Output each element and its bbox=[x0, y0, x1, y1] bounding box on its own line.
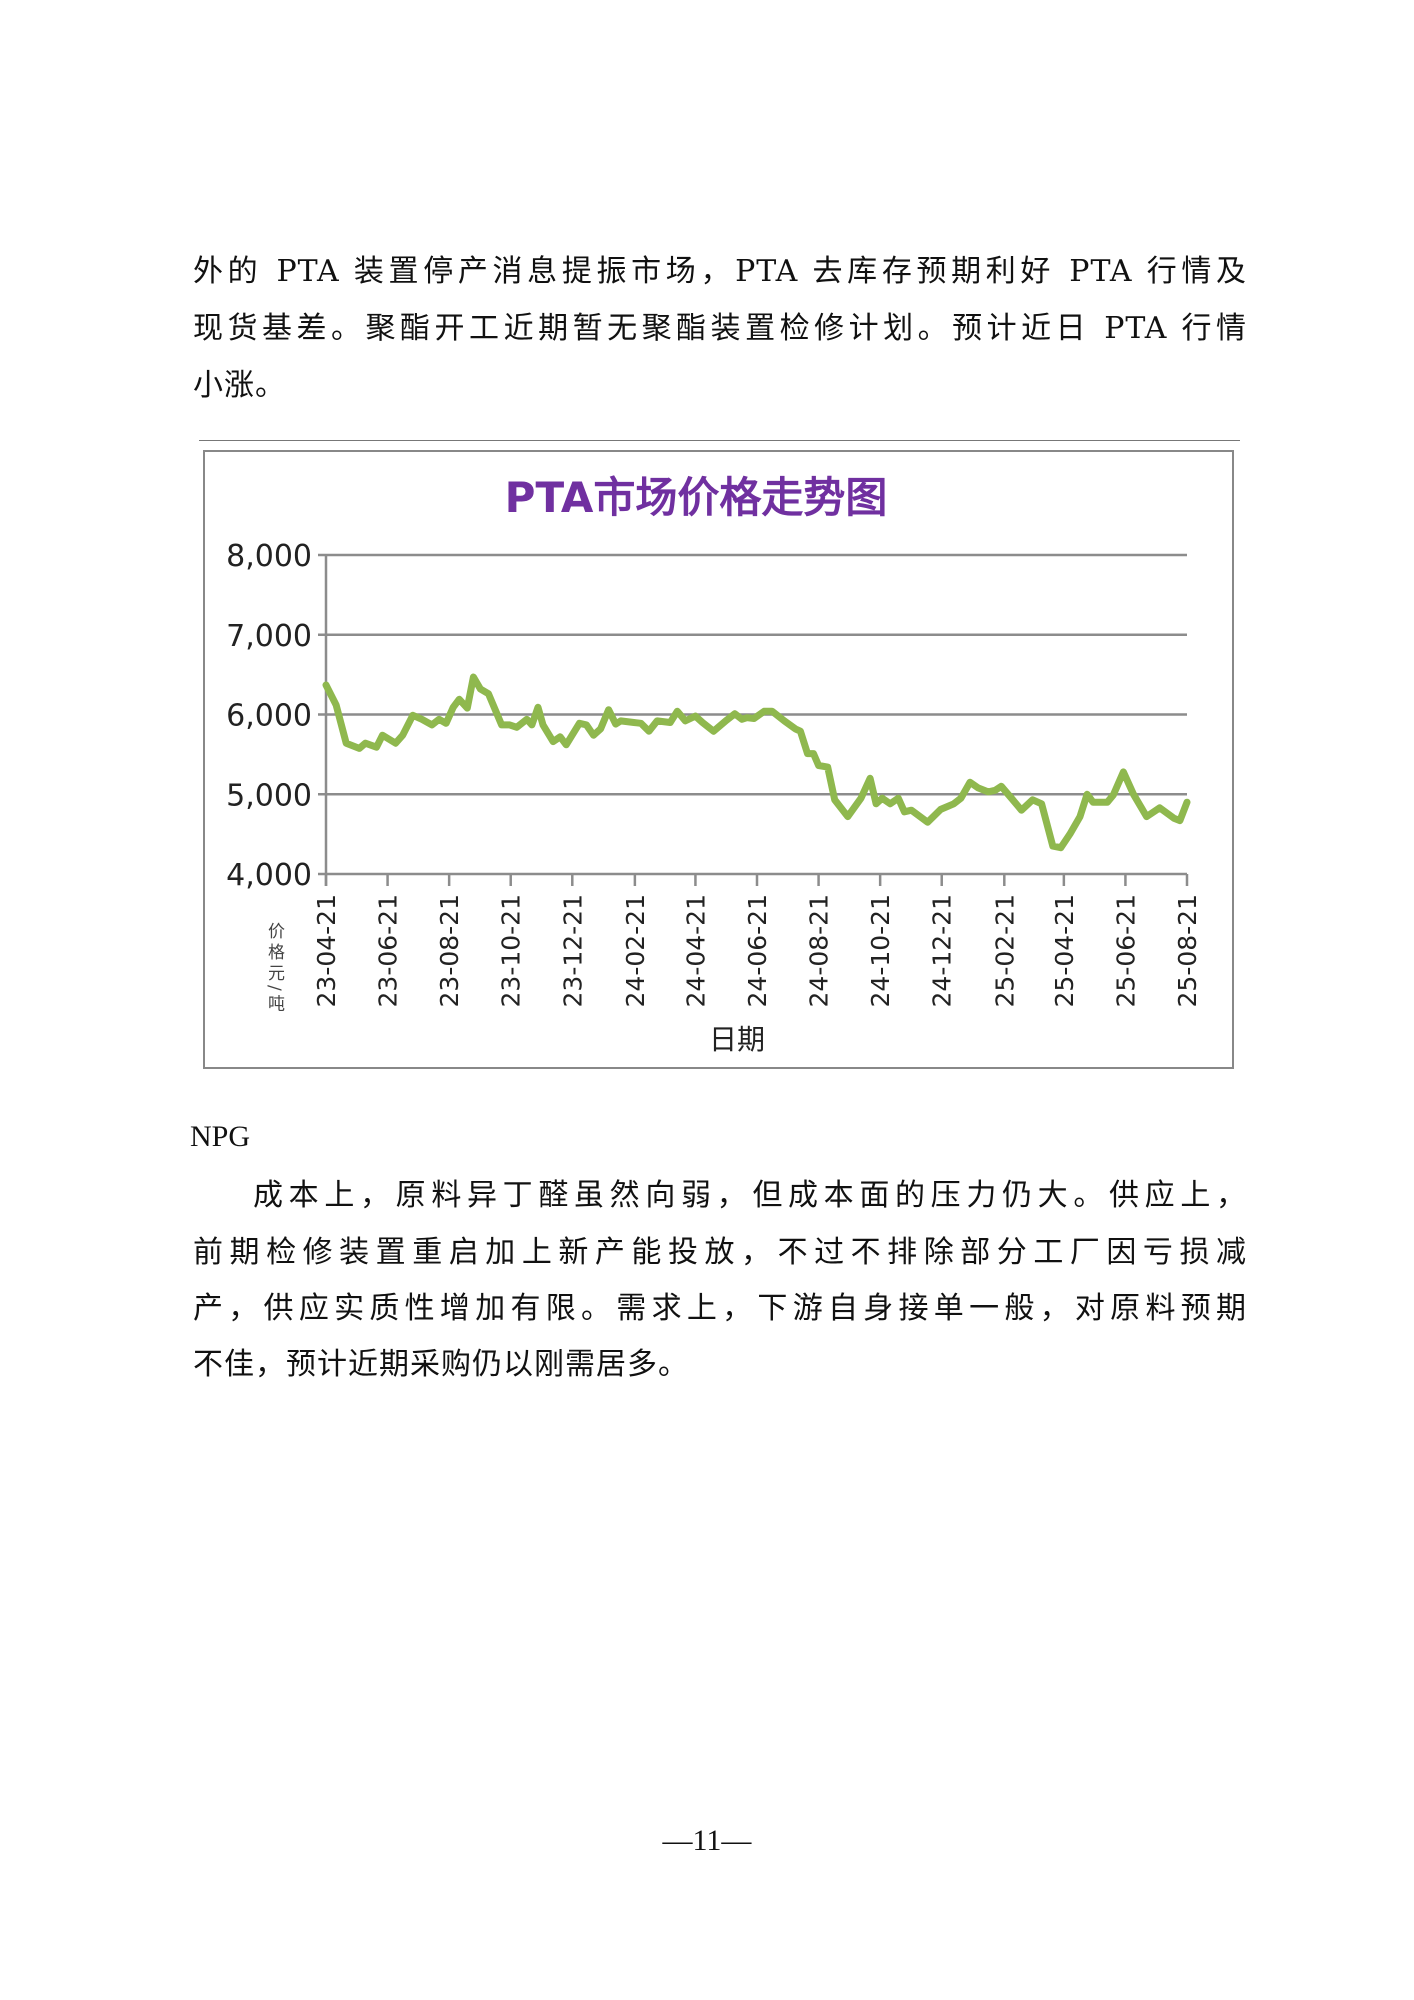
chart-title: PTA市场价格走势图 bbox=[505, 473, 888, 522]
pta-price-chart: 4,000 5,000 6,000 7,000 8,000 23-04-21 23-06-… bbox=[226, 473, 1202, 1056]
paragraph-line: 小涨。 bbox=[193, 368, 286, 403]
x-tick-label: 23-12-21 bbox=[558, 894, 587, 1007]
series-line-pta-price bbox=[322, 673, 1191, 852]
y-tick-label: 8,000 bbox=[226, 539, 312, 574]
x-tick-label: 24-08-21 bbox=[805, 894, 834, 1007]
x-tick-label: 24-04-21 bbox=[681, 894, 710, 1007]
paragraph-line: 外的 PTA 装置停产消息提振市场，PTA 去库存预期利好 PTA 行情及 bbox=[193, 254, 1247, 289]
x-tick-label: 23-10-21 bbox=[497, 894, 526, 1007]
x-tick-label: 25-04-21 bbox=[1050, 894, 1079, 1007]
y-tick-label: 5,000 bbox=[226, 778, 312, 813]
x-tick-label: 23-04-21 bbox=[312, 894, 341, 1007]
data-points bbox=[325, 676, 1188, 848]
grid-lines bbox=[318, 553, 1189, 886]
chart-frame: 4,000 5,000 6,000 7,000 8,000 23-04-21 23-06-… bbox=[203, 450, 1234, 1069]
x-axis-label: 日期 bbox=[709, 1023, 765, 1056]
y-tick-label: 7,000 bbox=[226, 619, 312, 654]
paragraph-line: 成本上，原料异丁醛虽然向弱，但成本面的压力仍大。供应上， bbox=[253, 1178, 1247, 1213]
paragraph-line: 前期检修装置重启加上新产能投放，不过不排除部分工厂因亏损减 bbox=[193, 1235, 1247, 1270]
section-heading: NPG bbox=[190, 1120, 251, 1153]
y-tick-label: 6,000 bbox=[226, 699, 312, 734]
y-tick-label: 4,000 bbox=[226, 858, 312, 893]
x-tick-label: 24-02-21 bbox=[621, 894, 650, 1007]
x-tick-label: 24-12-21 bbox=[928, 894, 957, 1007]
page-number: —11— bbox=[662, 1824, 752, 1857]
x-tick-label: 23-06-21 bbox=[374, 894, 403, 1007]
paragraph-line: 产，供应实质性增加有限。需求上，下游自身接单一般，对原料预期 bbox=[193, 1291, 1247, 1326]
x-tick-label: 23-08-21 bbox=[435, 894, 464, 1007]
paragraph-line: 不佳，预计近期采购仍以刚需居多。 bbox=[193, 1347, 689, 1382]
y-axis-label: 价格元/吨 bbox=[264, 922, 285, 1016]
paragraph-line: 现货基差。聚酯开工近期暂无聚酯装置检修计划。预计近日 PTA 行情 bbox=[193, 311, 1247, 346]
divider bbox=[199, 440, 1240, 441]
x-tick-labels: 23-04-21 23-06-21 23-08-21 23-10-21 23-12-21… bbox=[312, 894, 1202, 1007]
x-tick-label: 25-02-21 bbox=[990, 894, 1019, 1007]
y-tick-labels: 4,000 5,000 6,000 7,000 8,000 bbox=[226, 539, 312, 893]
x-tick-label: 24-06-21 bbox=[743, 894, 772, 1007]
x-tick-label: 25-08-21 bbox=[1173, 894, 1202, 1007]
x-tick-label: 25-06-21 bbox=[1111, 894, 1140, 1007]
x-tick-label: 24-10-21 bbox=[866, 894, 895, 1007]
